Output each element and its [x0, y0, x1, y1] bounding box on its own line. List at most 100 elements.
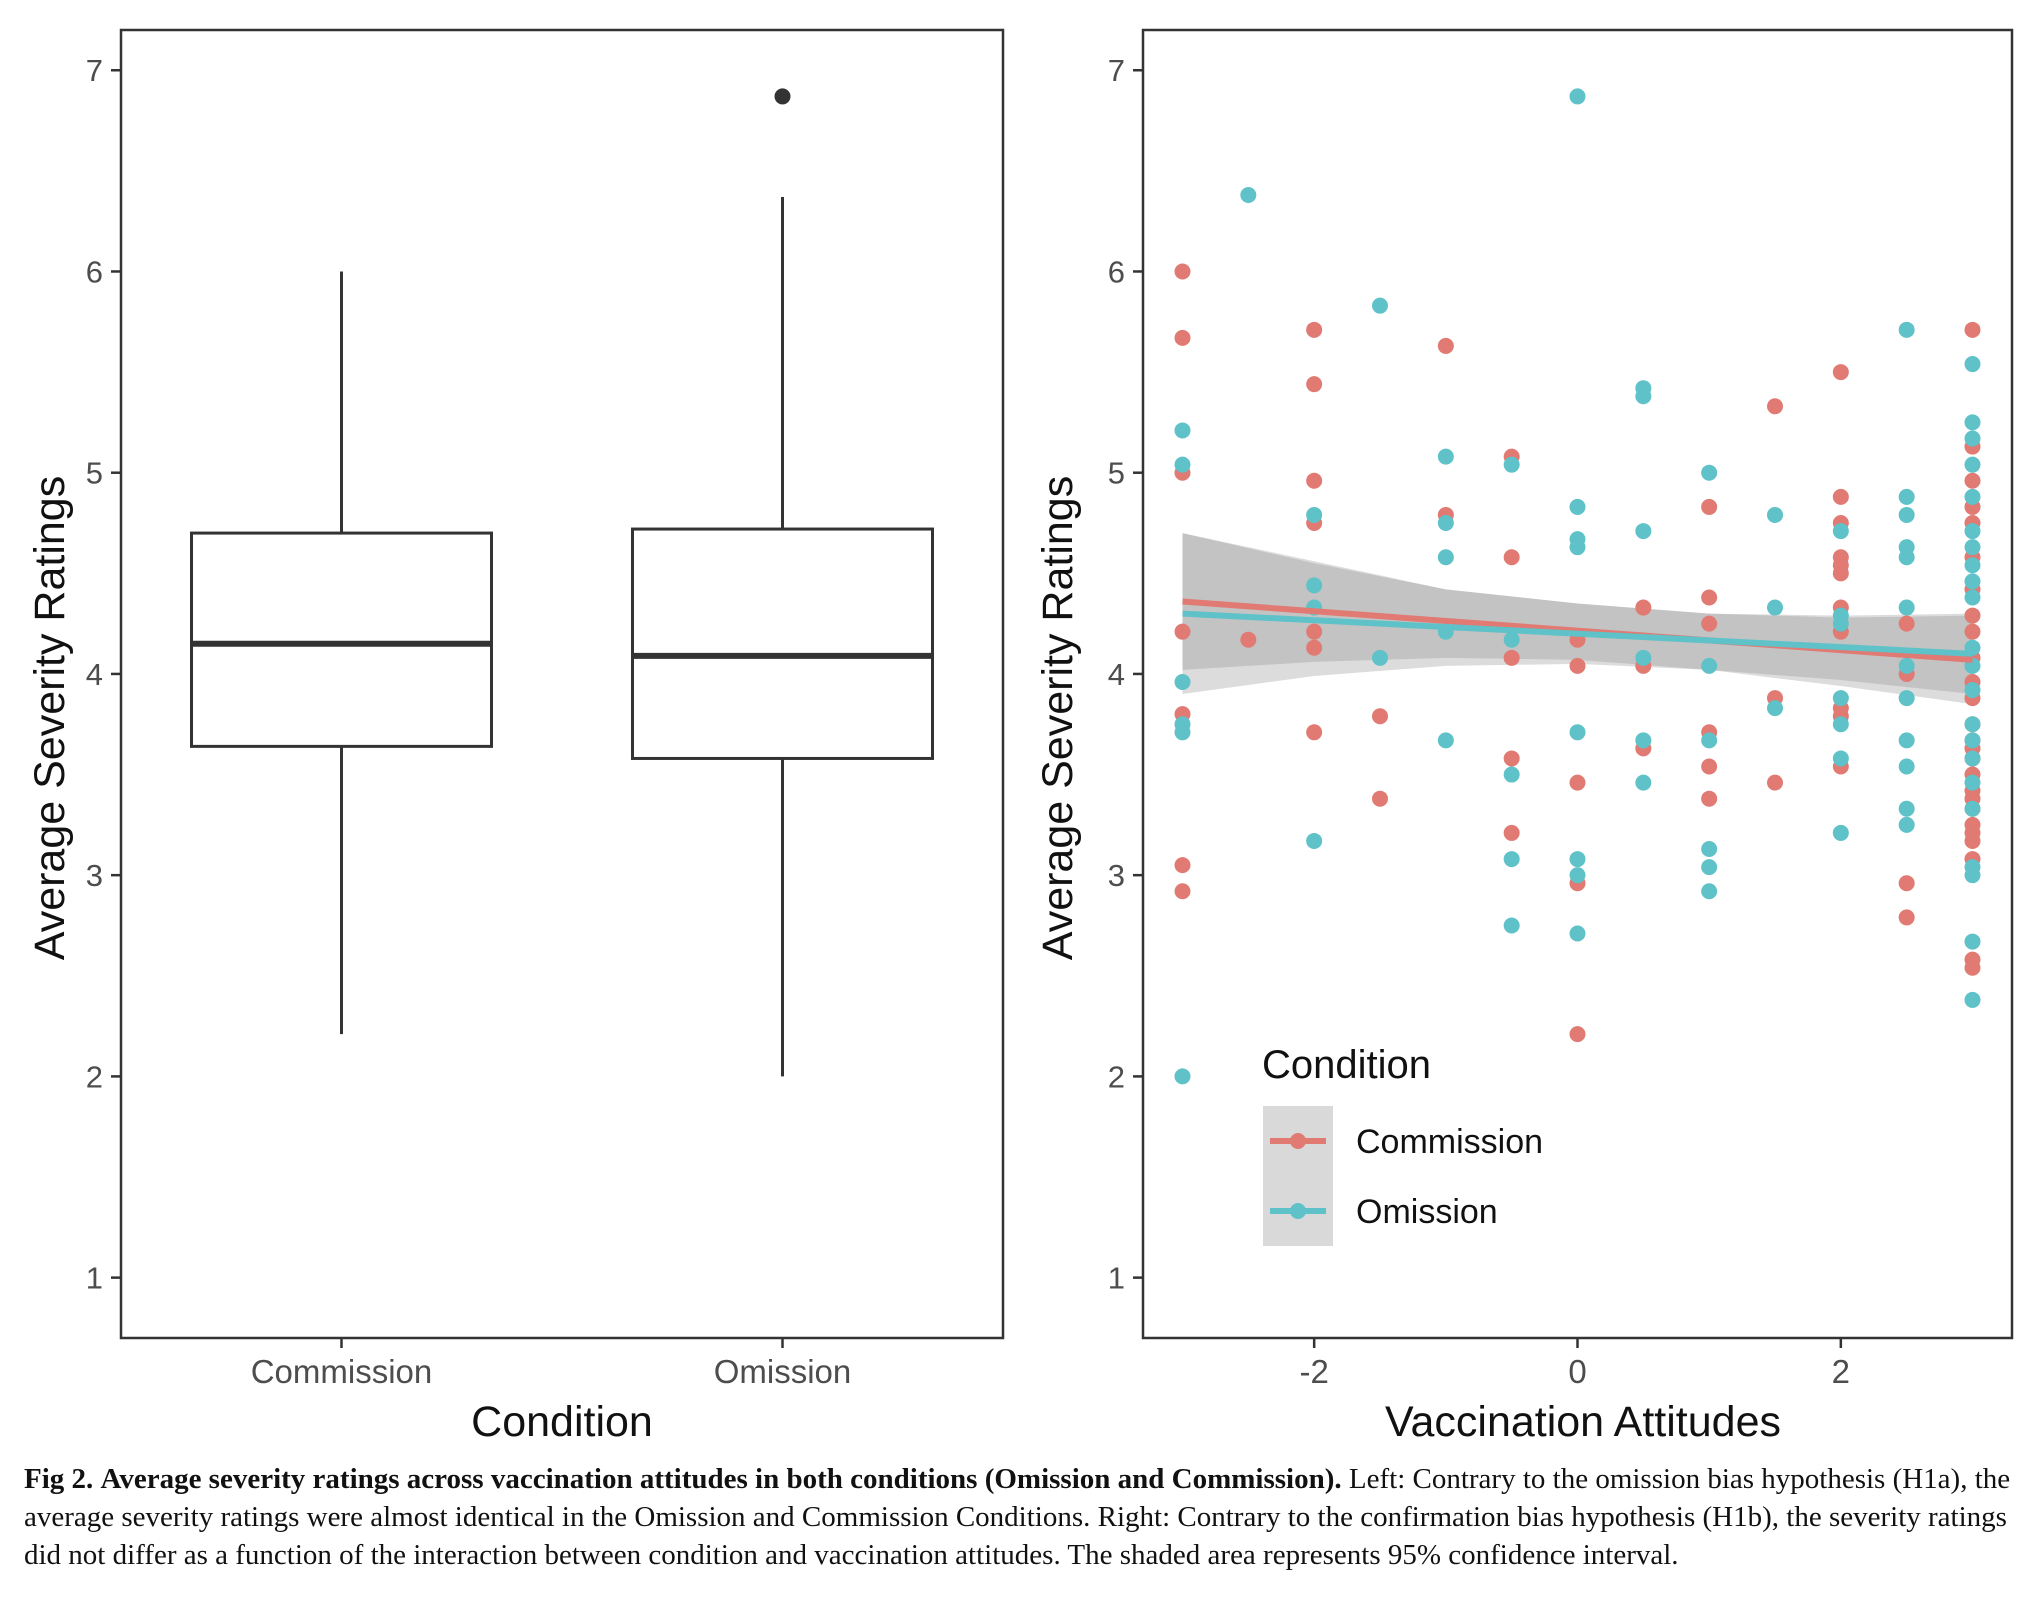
caption-label: Fig 2. — [24, 1463, 94, 1495]
point-omission — [1437, 549, 1454, 566]
point-omission — [1964, 750, 1981, 767]
legend-key-background — [1263, 1106, 1333, 1246]
point-omission — [1898, 599, 1915, 616]
point-omission — [1701, 841, 1718, 858]
point-commission — [1503, 750, 1520, 767]
point-omission — [1569, 539, 1586, 556]
point-omission — [1832, 716, 1849, 733]
point-commission — [1174, 329, 1191, 346]
point-omission — [1701, 883, 1718, 900]
point-omission — [1306, 832, 1323, 849]
series-omission — [1174, 88, 1981, 1085]
point-commission — [1964, 959, 1981, 976]
point-omission — [1898, 488, 1915, 505]
point-omission — [1635, 523, 1652, 540]
point-omission — [1174, 1068, 1191, 1085]
right-y-tick-label: 7 — [1108, 53, 1125, 88]
point-commission — [1964, 607, 1981, 624]
right-y-axis-title: Average Severity Ratings — [1034, 476, 1082, 960]
point-omission — [1832, 750, 1849, 767]
point-omission — [1964, 430, 1981, 447]
box-iqr — [631, 527, 934, 760]
point-omission — [1767, 506, 1783, 523]
point-commission — [1174, 883, 1191, 900]
right-y-tick-label: 4 — [1108, 657, 1125, 692]
point-omission — [1174, 724, 1191, 741]
point-commission — [1569, 657, 1586, 674]
point-omission — [1898, 549, 1915, 566]
point-commission — [1898, 909, 1915, 926]
point-omission — [1964, 682, 1981, 699]
outlier-point — [774, 88, 791, 105]
right-x-tick-label: 0 — [1568, 1353, 1586, 1390]
right-x-tick-label: -2 — [1299, 1353, 1328, 1390]
point-commission — [1701, 498, 1718, 515]
point-omission — [1898, 506, 1915, 523]
point-commission — [1306, 724, 1323, 741]
point-commission — [1767, 398, 1783, 415]
point-commission — [1306, 472, 1323, 489]
point-omission — [1832, 523, 1849, 540]
point-omission — [1964, 539, 1981, 556]
point-omission — [1898, 800, 1915, 817]
point-omission — [1767, 599, 1783, 616]
point-omission — [1964, 488, 1981, 505]
point-omission — [1635, 774, 1652, 791]
point-commission — [1174, 263, 1191, 280]
point-omission — [1964, 589, 1981, 606]
point-commission — [1372, 708, 1388, 725]
point-omission — [1898, 758, 1915, 775]
point-omission — [1635, 649, 1652, 666]
point-omission — [1964, 991, 1981, 1008]
fit-line-commission — [1182, 598, 1973, 663]
point-commission — [1240, 631, 1257, 648]
point-omission — [1832, 690, 1849, 707]
point-omission — [1964, 523, 1981, 540]
point-omission — [1898, 732, 1915, 749]
point-commission — [1503, 824, 1520, 841]
point-omission — [1898, 816, 1915, 833]
point-omission — [1701, 732, 1718, 749]
point-omission — [1569, 867, 1586, 884]
point-omission — [1964, 716, 1981, 733]
point-commission — [1174, 857, 1191, 874]
point-commission — [1832, 488, 1849, 505]
left-y-tick-label: 5 — [86, 456, 103, 491]
point-omission — [1503, 456, 1520, 473]
figure-caption: Fig 2. Average severity ratings across v… — [24, 1460, 2014, 1574]
point-commission — [1964, 472, 1981, 489]
point-omission — [1701, 657, 1718, 674]
point-omission — [1372, 297, 1388, 314]
point-omission — [1569, 925, 1586, 942]
point-omission — [1503, 631, 1520, 648]
point-commission — [1306, 376, 1323, 393]
point-omission — [1569, 851, 1586, 868]
left-y-axis: 1 2 3 4 5 6 7 — [86, 53, 121, 1296]
point-omission — [1964, 867, 1981, 884]
point-omission — [1964, 573, 1981, 590]
point-omission — [1832, 824, 1849, 841]
legend-key-omission-point — [1290, 1203, 1306, 1219]
point-omission — [1635, 388, 1652, 405]
point-omission — [1964, 774, 1981, 791]
point-omission — [1372, 649, 1388, 666]
confidence-band-commission — [1182, 533, 1973, 705]
box-iqr — [190, 531, 493, 748]
point-commission — [1964, 321, 1981, 338]
point-omission — [1701, 464, 1718, 481]
legend-label-commission: Commission — [1356, 1123, 1543, 1161]
left-x-axis: Commission Omission — [251, 1338, 852, 1390]
caption-text: Left: Contrary to the omission bias hypo… — [24, 1463, 2011, 1571]
point-omission — [1832, 615, 1849, 632]
point-commission — [1767, 774, 1783, 791]
right-y-tick-label: 2 — [1108, 1059, 1125, 1094]
point-omission — [1569, 724, 1586, 741]
left-x-tick-label: Omission — [714, 1353, 852, 1390]
point-commission — [1701, 615, 1718, 632]
point-commission — [1832, 565, 1849, 582]
left-y-tick-label: 1 — [86, 1261, 103, 1296]
point-commission — [1635, 599, 1652, 616]
left-boxes — [190, 88, 934, 1077]
point-omission — [1437, 732, 1454, 749]
point-commission — [1569, 774, 1586, 791]
